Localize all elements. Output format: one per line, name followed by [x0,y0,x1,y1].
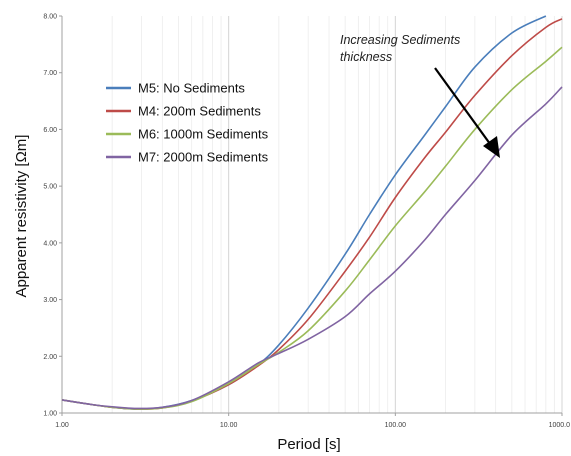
y-tick-label: 4.00 [43,240,57,247]
x-tick-label: 10.00 [220,422,238,429]
y-tick-label: 3.00 [43,297,57,304]
y-tick-label: 2.00 [43,354,57,361]
legend-label-4: M7: 2000m Sediments [138,150,269,165]
x-tick-label: 1000.0 [549,422,571,429]
y-tick-label: 8.00 [43,14,57,21]
ticks-layer: 1.00 2.00 3.00 4.00 5.00 6.00 7.00 8.00 1.00 10.0… [43,14,570,430]
legend: M5: No Sediments M4: 200m Sediments M6: 10… [106,81,269,165]
x-axis-title: Period [s] [277,436,340,453]
y-tick-label: 6.00 [43,127,57,134]
y-tick-label: 7.00 [43,70,57,77]
annotation-arrow-head [483,136,500,158]
series-line-1 [61,15,547,410]
x-tick-label: 1.00 [55,422,69,429]
x-tick-label: 100.00 [385,422,407,429]
y-axis-title: Apparent resistivity [Ωm] [13,135,30,298]
series-layer [61,15,563,410]
series-line-2 [61,18,563,410]
legend-label-2: M4: 200m Sediments [138,104,261,119]
y-tick-label: 5.00 [43,184,57,191]
series-line-4 [61,86,563,410]
annotation-text-line1: Increasing Sediments [340,33,460,47]
grid-layer [61,16,563,413]
legend-label-3: M6: 1000m Sediments [138,127,269,142]
series-line-3 [61,46,563,410]
annotation: Increasing Sediments thickness [340,33,500,158]
annotation-arrow-shaft [434,67,494,149]
y-tick-label: 1.00 [43,411,57,418]
axes-layer [61,16,562,414]
annotation-text-line2: thickness [340,50,392,64]
legend-label-1: M5: No Sediments [138,81,245,96]
